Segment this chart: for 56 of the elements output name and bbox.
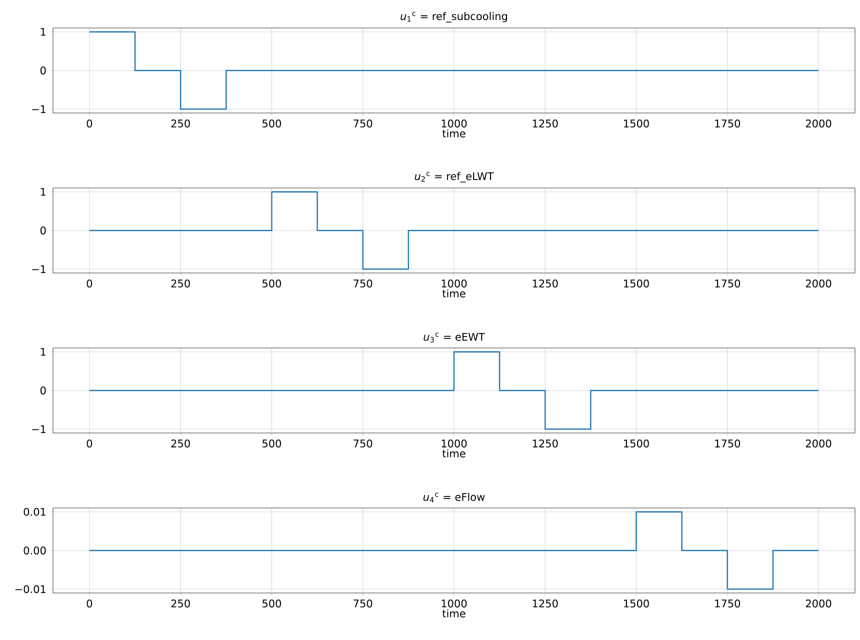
x-tick-label: 2000 xyxy=(806,280,832,288)
x-axis-title: time xyxy=(442,289,466,298)
x-tick-label: 1500 xyxy=(624,440,649,448)
x-tick-label: 2000 xyxy=(806,440,832,448)
y-tick-label: 0 xyxy=(40,226,46,234)
x-tick-label: 500 xyxy=(262,120,282,128)
y-tick-label: 0 xyxy=(40,66,46,74)
x-tick-label: 250 xyxy=(171,440,190,448)
x-tick-label: 0 xyxy=(86,440,92,448)
x-tick-label: 1750 xyxy=(715,120,740,128)
x-tick-label: 1750 xyxy=(715,440,740,448)
x-tick-label: 750 xyxy=(354,440,372,448)
x-tick-label: 1250 xyxy=(532,120,558,128)
x-axis-title: time xyxy=(442,609,466,618)
y-tick-label: 1 xyxy=(40,28,46,36)
x-tick-label: 1250 xyxy=(532,440,558,448)
x-tick-label: 250 xyxy=(171,120,190,128)
y-tick-label: −1 xyxy=(32,105,46,113)
chart-title: u$_{1}$$^{c}$ = ref_subcooling xyxy=(400,12,508,22)
x-tick-label: 500 xyxy=(262,440,282,448)
x-axis-title: time xyxy=(442,129,466,138)
x-tick-label: 1500 xyxy=(624,280,649,288)
chart-title: u$_{3}$$^{c}$ = eEWT xyxy=(424,332,485,342)
x-tick-label: 1500 xyxy=(624,600,649,608)
x-tick-label: 750 xyxy=(354,120,372,128)
y-tick-label: −0.01 xyxy=(15,585,46,594)
x-tick-label: 500 xyxy=(262,600,282,608)
y-tick-label: −1 xyxy=(32,425,46,433)
x-tick-label: 750 xyxy=(354,280,372,288)
x-tick-label: 1750 xyxy=(715,280,740,288)
x-tick-label: 250 xyxy=(171,600,190,608)
x-tick-label: 250 xyxy=(171,280,190,288)
x-tick-label: 750 xyxy=(354,600,372,608)
chart-title: u$_{2}$$^{c}$ = ref_eLWT xyxy=(414,172,494,182)
y-tick-label: 1 xyxy=(40,348,46,356)
x-tick-label: 500 xyxy=(262,280,282,288)
x-tick-label: 0 xyxy=(86,280,92,288)
chart-title: u$_{4}$$^{c}$ = eFlow xyxy=(423,492,485,502)
x-tick-label: 1500 xyxy=(624,120,649,128)
y-tick-label: −1 xyxy=(32,265,46,273)
x-tick-label: 1250 xyxy=(532,280,558,288)
x-tick-label: 0 xyxy=(86,600,92,608)
x-tick-label: 1000 xyxy=(442,440,467,448)
x-tick-label: 1000 xyxy=(442,120,467,128)
y-tick-label: 1 xyxy=(40,188,46,196)
x-tick-label: 1000 xyxy=(442,600,467,608)
x-tick-label: 0 xyxy=(86,120,92,128)
x-tick-label: 1750 xyxy=(715,600,740,608)
y-tick-label: 0 xyxy=(40,386,46,394)
x-tick-label: 2000 xyxy=(806,600,832,608)
x-axis-title: time xyxy=(442,449,466,458)
x-tick-label: 1250 xyxy=(532,600,558,608)
x-tick-label: 1000 xyxy=(442,280,467,288)
y-tick-label: 0.01 xyxy=(24,508,46,516)
y-tick-label: 0.00 xyxy=(24,546,46,554)
x-tick-label: 2000 xyxy=(806,120,832,128)
